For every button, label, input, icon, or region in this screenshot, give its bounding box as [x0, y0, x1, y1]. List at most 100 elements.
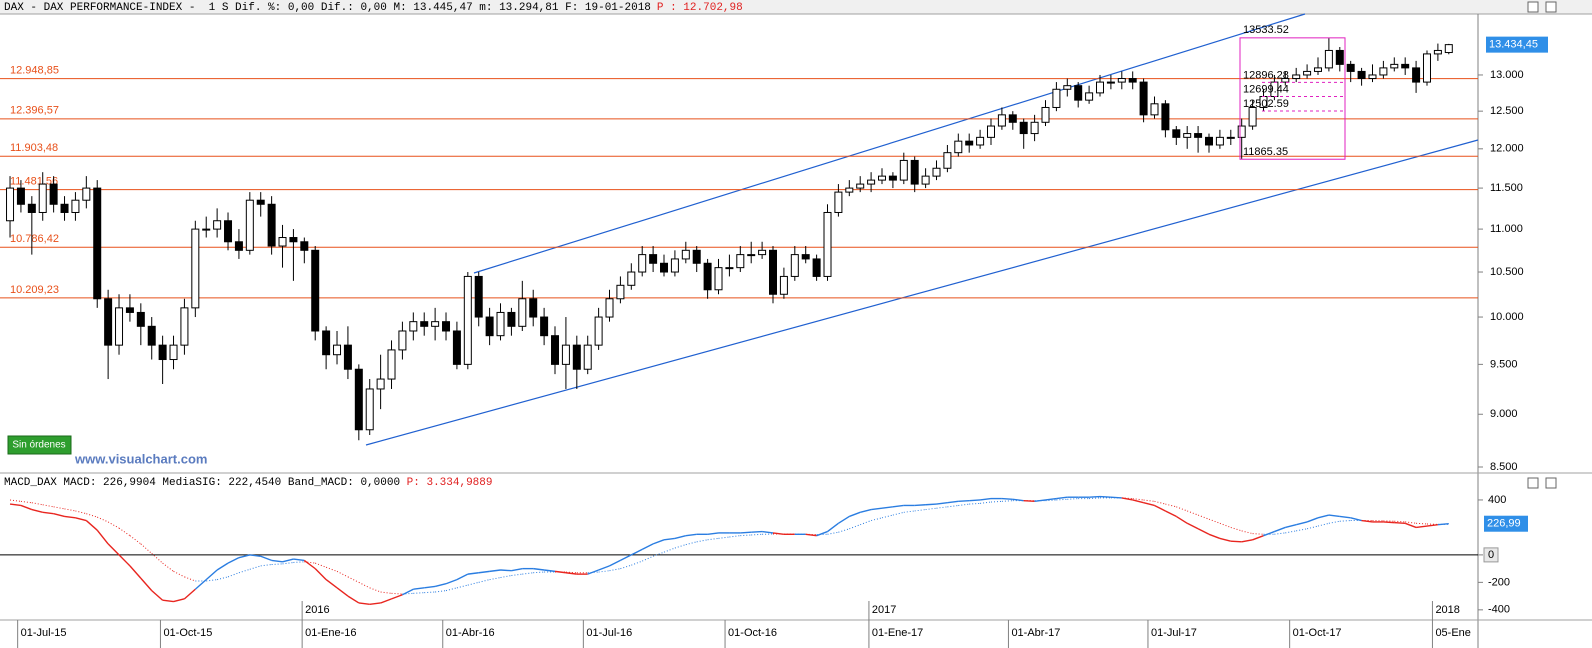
candle-body	[147, 325, 156, 346]
window-button[interactable]	[1527, 477, 1539, 489]
last-price-label: 13.434,45	[1489, 39, 1538, 51]
signal-line	[1230, 526, 1242, 532]
signal-line	[925, 507, 937, 511]
candle-body	[954, 140, 963, 154]
macd-title: MACD_DAX MACD: 226,9904 MediaSIG: 222,45…	[4, 477, 407, 489]
candle-body	[899, 159, 908, 181]
candle-body	[60, 203, 69, 213]
macd-line	[75, 517, 87, 522]
signal-line	[1328, 520, 1340, 524]
macd-line	[947, 500, 959, 504]
candle-body	[888, 175, 897, 181]
orders-button-label[interactable]: Sin órdenes	[12, 440, 65, 451]
level-label: 10.786,42	[10, 233, 59, 245]
retracement-label: 12896.28	[1243, 69, 1289, 81]
y-tick-label: 11.000	[1490, 223, 1523, 235]
channel-line	[473, 13, 1306, 274]
orders-button[interactable]	[7, 435, 72, 455]
signal-line	[162, 562, 174, 572]
signal-line	[947, 504, 959, 508]
candle-body	[540, 316, 549, 337]
macd-line	[369, 602, 381, 606]
macd-line	[533, 567, 545, 571]
year-label: 2018	[1435, 604, 1459, 616]
candle-body	[1368, 74, 1377, 80]
candle-body	[180, 307, 189, 346]
candle-body	[769, 249, 778, 295]
window-button[interactable]	[1527, 1, 1539, 13]
y-tick-label: 13.000	[1490, 69, 1524, 81]
macd-line	[129, 565, 142, 579]
candle-body	[1139, 81, 1148, 116]
candle-body	[115, 307, 124, 346]
candle-body	[1150, 103, 1159, 116]
signal-line	[380, 591, 392, 594]
signal-line	[31, 502, 43, 506]
candle-body	[747, 254, 756, 257]
candle-body	[289, 237, 298, 243]
signal-line	[1089, 497, 1101, 500]
macd-line	[402, 588, 414, 596]
signal-line	[107, 521, 120, 529]
candle-body	[801, 254, 810, 260]
candle-body	[1281, 78, 1290, 83]
macd-line	[685, 533, 697, 537]
macd-line	[652, 539, 665, 545]
macd-line	[107, 543, 120, 556]
candle-body	[452, 330, 461, 365]
header: DAX - DAX PERFORMANCE-INDEX - 1 S Dif. %…	[4, 2, 743, 14]
signal-line	[467, 581, 479, 586]
macd-line	[227, 557, 240, 564]
candle-body	[987, 125, 996, 138]
y-tick-label: -200	[1488, 576, 1510, 588]
macd-line	[663, 537, 675, 541]
candle-body	[1237, 125, 1246, 138]
signal-line	[369, 587, 381, 593]
macd-line	[827, 522, 839, 533]
candle-body	[932, 167, 941, 177]
window-button[interactable]	[1545, 477, 1557, 489]
level-label: 12.396,57	[10, 105, 59, 117]
signal-line	[1121, 497, 1133, 500]
signal-line	[260, 564, 272, 567]
macd-line	[914, 504, 926, 507]
macd-line	[587, 569, 599, 575]
macd-line	[118, 554, 131, 567]
macd-line	[282, 558, 294, 563]
candle-body	[943, 152, 952, 169]
signal-line	[1143, 499, 1155, 502]
signal-line	[1416, 522, 1428, 525]
signal-line	[445, 587, 458, 592]
macd-line	[173, 598, 185, 603]
candle-body	[1117, 78, 1126, 83]
window-button[interactable]	[1545, 1, 1557, 13]
signal-line	[740, 534, 752, 537]
x-tick-label: 05-Ene	[1435, 627, 1470, 639]
signal-line	[990, 500, 1002, 503]
last-macd-box	[1484, 515, 1528, 532]
macd-line	[1165, 510, 1177, 518]
signal-line	[129, 535, 142, 545]
macd-line	[151, 590, 164, 601]
macd-line	[707, 532, 719, 535]
signal-line	[870, 517, 883, 522]
candle-body	[823, 211, 832, 277]
candle-body	[496, 311, 505, 337]
signal-line	[140, 543, 153, 554]
candle-body	[518, 298, 527, 327]
signal-line	[958, 503, 970, 506]
signal-line	[903, 510, 915, 513]
signal-line	[1296, 528, 1308, 532]
y-tick-label: 0	[1488, 549, 1494, 561]
signal-line	[249, 565, 261, 570]
candle-body	[1063, 85, 1072, 90]
macd-line	[53, 513, 65, 518]
signal-line	[413, 592, 425, 594]
signal-line	[227, 572, 240, 578]
candle-body	[398, 330, 407, 351]
x-tick-label: 01-Jul-16	[586, 627, 632, 639]
x-tick-label: 01-Ene-16	[305, 627, 356, 639]
candle-body	[594, 316, 603, 346]
level-label: 12.948,85	[10, 65, 59, 77]
